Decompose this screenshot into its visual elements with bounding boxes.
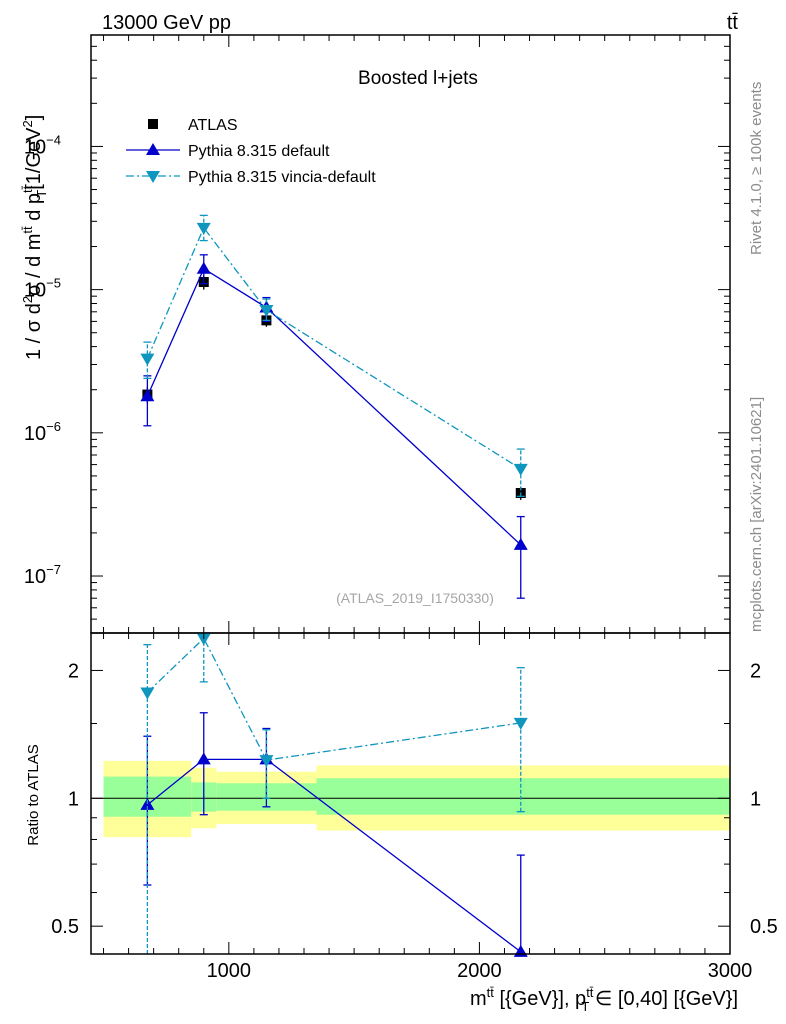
ratio-y-tick-label-right: 2 <box>750 660 761 682</box>
legend: ATLAS Pythia 8.315 default Pythia 8.315 vi… <box>126 117 376 186</box>
main-data-point <box>196 261 211 274</box>
ratio-y-axis-label: Ratio to ATLAS <box>25 744 42 845</box>
ratio-data-point <box>140 687 155 700</box>
ratio-panel: 1000 2000 3000 0.5 0.5 1 1 2 2 Ratio to ATLAS mt… <box>25 632 778 1014</box>
main-series-line <box>146 267 522 546</box>
ratio-band-inner <box>316 778 730 815</box>
main-data-point <box>513 537 528 550</box>
ratio-series-0 <box>140 712 528 957</box>
side-label-rivet: Rivet 4.1.0, ≥ 100k events <box>748 82 765 255</box>
main-watermark: (ATLAS_2019_I1750330) <box>336 590 494 606</box>
side-label-mcplots: mcplots.cern.ch [arXiv:2401.10621] <box>748 397 765 632</box>
ratio-series-1 <box>140 633 528 954</box>
legend-marker <box>146 171 160 183</box>
ratio-data-point <box>196 752 211 765</box>
ratio-y-tick-label-left: 1 <box>68 788 79 810</box>
ratio-y-tick-label-left: 2 <box>68 660 79 682</box>
svg-text:mtt̄ [{GeV}], ptt̄T ∈ [0,40] [: mtt̄ [{GeV}], ptt̄ T ∈ [0,40] [{GeV}] <box>470 985 738 1014</box>
legend-marker <box>148 119 158 129</box>
main-series-2 <box>140 214 528 498</box>
legend-marker <box>146 143 160 155</box>
ratio-data-point <box>196 633 211 646</box>
main-series-line <box>146 226 522 470</box>
main-data-point <box>513 463 528 476</box>
ratio-x-tick-label: 3000 <box>708 960 753 982</box>
main-y-axis-label: 1 / σ d2σ / d mtt̄ d ptt̄T[1/GeV2] <box>20 115 49 360</box>
ratio-x-tick-label: 1000 <box>207 960 252 982</box>
ratio-y-tick-label-right: 1 <box>750 788 761 810</box>
main-series-1 <box>140 254 528 599</box>
ratio-series-line <box>146 758 522 953</box>
ratio-data-point <box>259 755 274 768</box>
legend-label: Pythia 8.315 vincia-default <box>188 169 376 186</box>
legend-label: ATLAS <box>188 117 238 134</box>
main-title: Boosted l+jets <box>358 68 478 89</box>
ratio-x-tick-label: 2000 <box>457 960 502 982</box>
main-series-0 <box>142 274 526 500</box>
main-plot-frame <box>90 34 731 634</box>
header-process-label: tt̄ <box>727 12 739 34</box>
ratio-series-line <box>146 637 521 761</box>
ratio-y-tick-label-right: 0.5 <box>750 916 778 938</box>
ratio-plot-frame <box>90 632 731 955</box>
main-y-tick-label: 10−6 <box>24 419 61 445</box>
main-data-point <box>259 305 274 318</box>
main-panel: 10−7 10−6 10−5 10−4 Boosted l+jets (ATLAS_2… <box>20 34 731 634</box>
ratio-y-tick-label-left: 0.5 <box>51 916 79 938</box>
legend-label: Pythia 8.315 default <box>188 143 330 160</box>
main-data-point <box>140 389 155 402</box>
ratio-data-point <box>513 944 528 957</box>
main-y-tick-label: 10−7 <box>24 562 61 588</box>
ratio-data-point <box>513 717 528 730</box>
main-y-tick-label: 10−4 <box>24 132 61 158</box>
main-data-point <box>140 353 155 366</box>
main-y-tick-label: 10−5 <box>24 276 61 302</box>
main-data-point <box>196 222 211 235</box>
header-energy-label: 13000 GeV pp <box>102 12 231 34</box>
svg-text:1 / σ d2σ / d mtt̄ d ptt̄T[1/: 1 / σ d2σ / d mtt̄ d ptt̄T[1/GeV2] <box>20 115 49 360</box>
ratio-x-axis-label: mtt̄ [{GeV}], ptt̄ T ∈ [0,40] [{GeV}] <box>470 985 738 1014</box>
